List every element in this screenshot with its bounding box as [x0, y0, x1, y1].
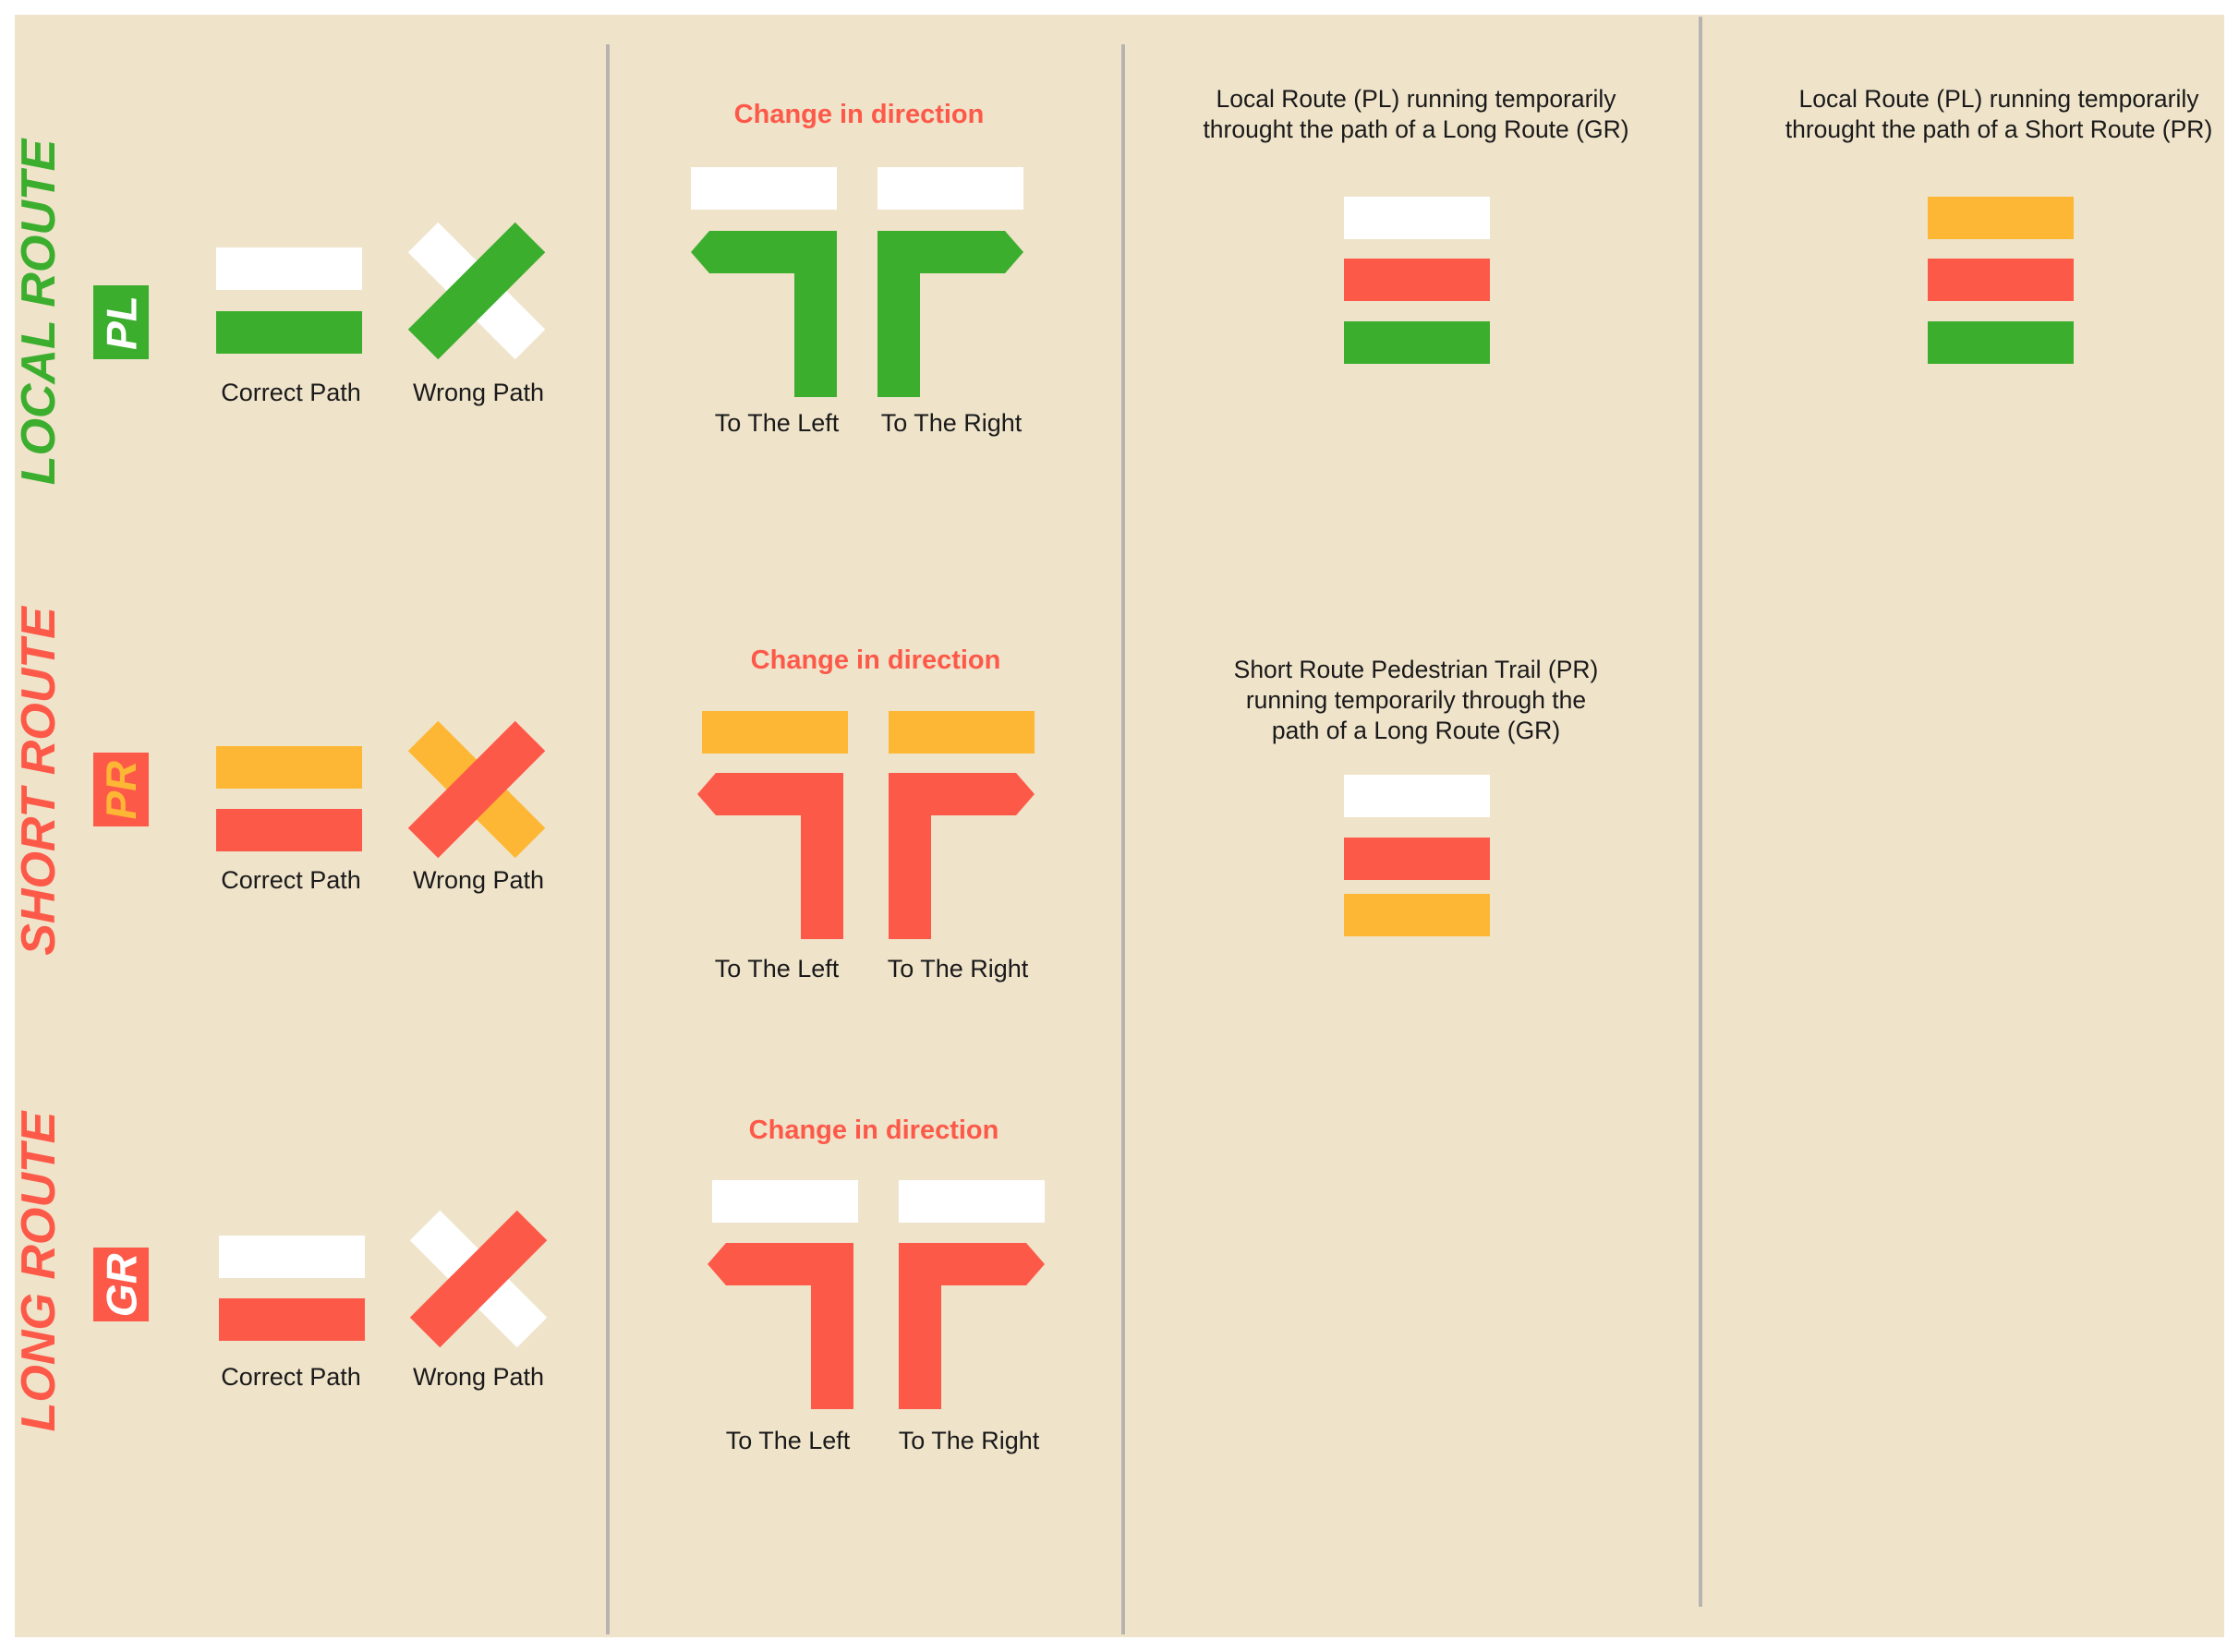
wrong-path-x-mark — [407, 720, 546, 859]
wrong-path-label: Wrong Path — [412, 866, 545, 894]
turn-left-top-stripe — [712, 1180, 858, 1223]
badge-gr: GR — [93, 1248, 149, 1321]
change-direction-heading: Change in direction — [733, 100, 985, 129]
turn-right-arrow — [889, 773, 1035, 939]
correct-path-top-stripe — [219, 1236, 365, 1278]
turn-left-label: To The Left — [714, 409, 840, 437]
wrong-path-label: Wrong Path — [412, 1363, 545, 1391]
turn-left-arrow — [691, 231, 837, 397]
correct-path-label: Correct Path — [221, 866, 361, 894]
turn-left-label: To The Left — [725, 1427, 851, 1454]
change-direction-heading: Change in direction — [750, 645, 1001, 675]
change-direction-heading: Change in direction — [748, 1115, 999, 1145]
wrong-path-x-mark — [409, 1210, 548, 1348]
divider-2 — [1121, 44, 1125, 1634]
combined-description: Short Route Pedestrian Trail (PR) runnin… — [1233, 656, 1599, 744]
turn-right-arrow — [877, 231, 1023, 397]
combined-stripe-top — [1928, 197, 2074, 239]
turn-left-arrow — [697, 773, 843, 939]
correct-path-label: Correct Path — [221, 379, 361, 406]
turn-left-top-stripe — [691, 167, 837, 210]
correct-path-top-stripe — [216, 247, 362, 290]
wrong-path-x-mark — [407, 222, 546, 360]
diagram-panel — [15, 15, 2224, 1637]
turn-right-top-stripe — [877, 167, 1023, 210]
combined-stripe-bottom — [1928, 321, 2074, 364]
combined-description: Local Route (PL) running temporarily thr… — [1203, 85, 1629, 143]
divider-3 — [1699, 17, 1702, 1607]
combined-stripe-top — [1344, 775, 1490, 817]
badge-pl: PL — [93, 285, 149, 359]
route-title-short: SHORT ROUTE — [12, 607, 66, 956]
badge-pr: PR — [93, 753, 149, 826]
turn-left-arrow — [708, 1243, 853, 1409]
combined-description: Local Route (PL) running temporarily thr… — [1785, 85, 2213, 143]
turn-right-arrow — [899, 1243, 1045, 1409]
turn-left-top-stripe — [702, 711, 848, 754]
combined-stripe-middle — [1344, 838, 1490, 880]
correct-path-bottom-stripe — [219, 1298, 365, 1341]
wrong-path-label: Wrong Path — [412, 379, 545, 406]
correct-path-bottom-stripe — [216, 311, 362, 354]
combined-stripe-middle — [1928, 259, 2074, 301]
combined-stripe-middle — [1344, 259, 1490, 301]
turn-right-top-stripe — [889, 711, 1035, 754]
turn-right-label: To The Right — [898, 1427, 1040, 1454]
combined-stripe-bottom — [1344, 894, 1490, 936]
correct-path-label: Correct Path — [221, 1363, 361, 1391]
turn-right-label: To The Right — [887, 955, 1029, 983]
combined-stripe-bottom — [1344, 321, 1490, 364]
combined-stripe-top — [1344, 197, 1490, 239]
turn-right-top-stripe — [899, 1180, 1045, 1223]
route-title-local: LOCAL ROUTE — [12, 139, 66, 486]
turn-right-label: To The Right — [880, 409, 1023, 437]
turn-left-label: To The Left — [714, 955, 840, 983]
correct-path-bottom-stripe — [216, 809, 362, 851]
correct-path-top-stripe — [216, 746, 362, 789]
divider-1 — [606, 44, 610, 1634]
route-title-long: LONG ROUTE — [12, 1111, 66, 1432]
